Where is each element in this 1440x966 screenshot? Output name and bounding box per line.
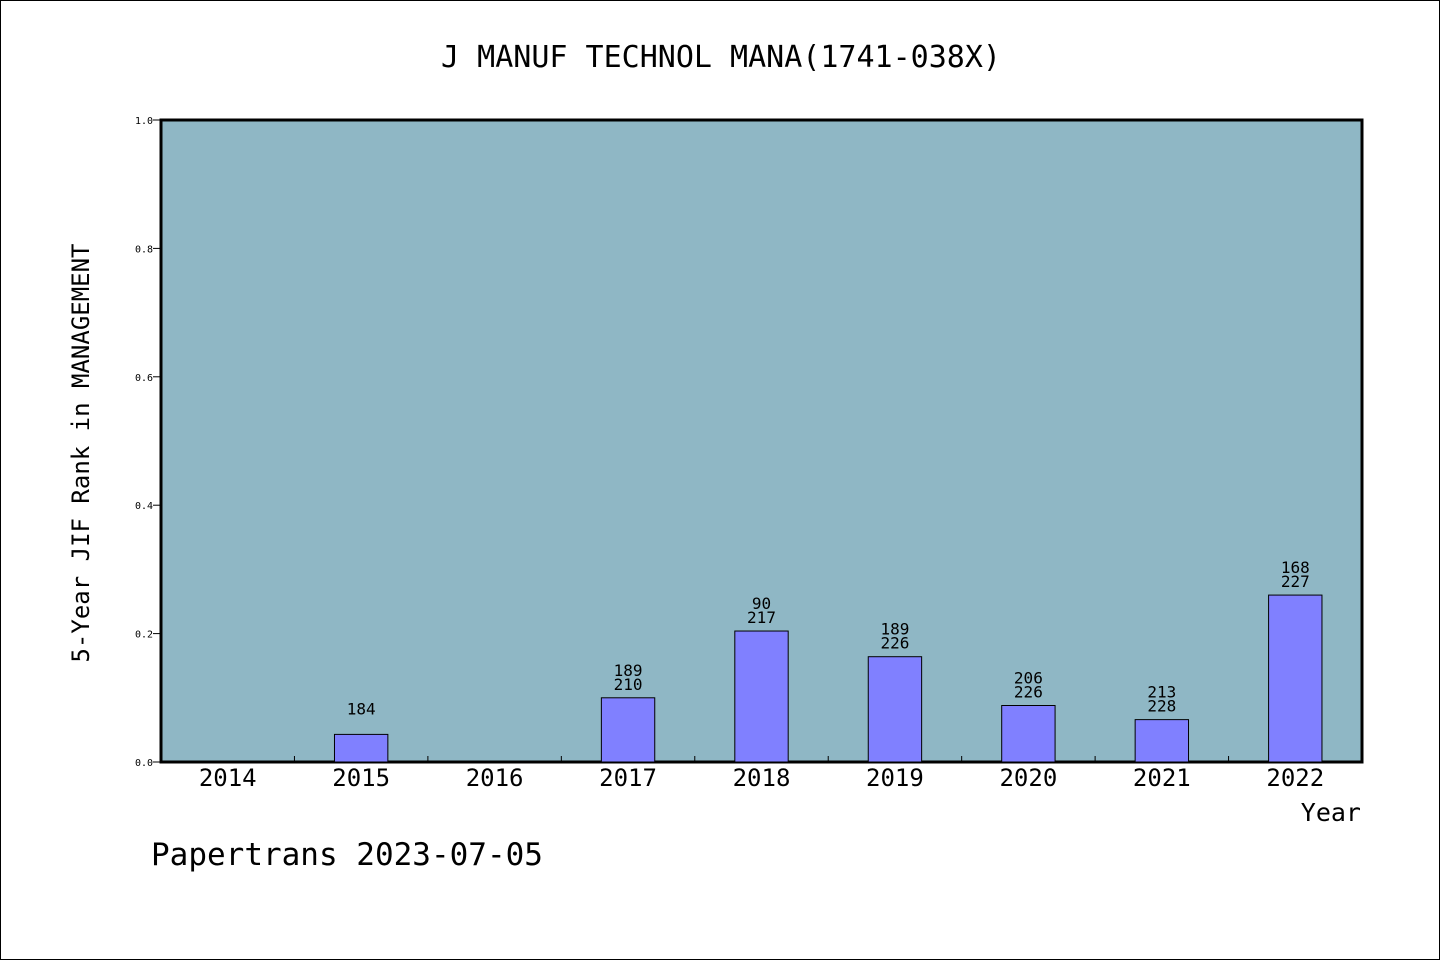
y-tick-label: 0.8 bbox=[135, 244, 153, 255]
bar-2022 bbox=[1268, 594, 1323, 763]
bar-2020 bbox=[1001, 705, 1056, 763]
x-tick-label: 2019 bbox=[866, 764, 924, 792]
bar-2021 bbox=[1134, 719, 1190, 763]
data-label-2017: 210 bbox=[614, 675, 643, 694]
y-tick-label: 0.6 bbox=[135, 373, 153, 384]
data-label-2022: 227 bbox=[1281, 572, 1310, 591]
data-label-2018: 217 bbox=[747, 608, 776, 627]
y-axis-label: 5-Year JIF Rank in MANAGEMENT bbox=[67, 243, 95, 662]
x-tick-label: 2015 bbox=[332, 764, 390, 792]
data-label-2021: 213 bbox=[1147, 683, 1176, 702]
data-label-2020: 206 bbox=[1014, 669, 1043, 688]
data-label-2019: 226 bbox=[880, 634, 909, 653]
data-label-2022: 168 bbox=[1281, 558, 1310, 577]
data-label-2019: 189 bbox=[880, 620, 909, 639]
bar-2018 bbox=[734, 630, 789, 763]
y-tick-label: 0.2 bbox=[135, 630, 153, 641]
y-tick-label: 1.0 bbox=[135, 116, 153, 127]
x-tick-label: 2017 bbox=[599, 764, 657, 792]
bar-2019 bbox=[867, 656, 923, 763]
x-tick-label: 2021 bbox=[1133, 764, 1191, 792]
bar-2017 bbox=[600, 697, 656, 763]
data-label-2018: 90 bbox=[752, 594, 771, 613]
x-tick-label: 2022 bbox=[1266, 764, 1324, 792]
footer-stamp: Papertrans 2023-07-05 bbox=[151, 837, 543, 873]
x-tick-label: 2018 bbox=[733, 764, 791, 792]
bar-2015 bbox=[333, 733, 389, 763]
x-tick-label: 2016 bbox=[466, 764, 524, 792]
data-label-2017: 189 bbox=[614, 661, 643, 680]
data-label-2015: 184 bbox=[347, 699, 376, 718]
x-tick-label: 2020 bbox=[999, 764, 1057, 792]
x-axis-label: Year bbox=[1301, 798, 1361, 827]
y-tick-label: 0.0 bbox=[135, 758, 153, 769]
x-tick-label: 2014 bbox=[199, 764, 257, 792]
chart-title: J MANUF TECHNOL MANA(1741-038X) bbox=[441, 40, 1001, 75]
y-tick-label: 0.4 bbox=[135, 501, 153, 512]
data-label-2020: 226 bbox=[1014, 683, 1043, 702]
y-axis: 0.0 0.2 0.4 0.6 0.8 1.0 bbox=[135, 116, 161, 769]
x-axis: 2014 2015 2016 2017 2018 2019 2020 2021 2022 bbox=[199, 756, 1324, 792]
data-label-2021: 228 bbox=[1147, 697, 1176, 716]
